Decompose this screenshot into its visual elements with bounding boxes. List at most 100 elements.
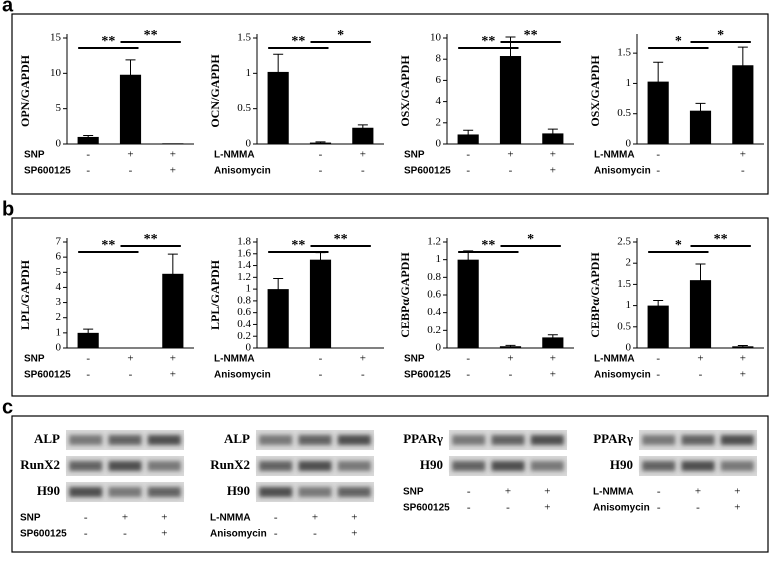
blot-band	[337, 461, 371, 471]
condition-sign: +	[740, 149, 746, 161]
condition-sign: -	[656, 369, 660, 381]
condition-label: SNP	[24, 354, 45, 365]
blot-band	[681, 435, 715, 445]
panel-frame	[11, 217, 769, 397]
bar	[309, 259, 332, 348]
condition-label: L-NMMA	[214, 150, 255, 161]
panel-frame	[11, 415, 769, 553]
significance-label: *	[527, 232, 534, 247]
y-axis-label: CEBPα/GAPDH	[588, 252, 602, 338]
condition-sign: +	[170, 165, 176, 177]
band-label: RunX2	[210, 457, 250, 472]
condition-sign: +	[127, 353, 133, 365]
significance-label: **	[101, 238, 115, 253]
bar	[267, 289, 289, 348]
condition-label: SNP	[20, 513, 41, 524]
error-bar	[125, 59, 136, 91]
condition-label: SP600125	[20, 529, 67, 540]
y-tick-label: 0	[246, 138, 252, 150]
significance-label: **	[101, 34, 115, 49]
significance-label: **	[144, 28, 158, 43]
panel-label: c	[2, 396, 13, 418]
y-axis-label: LPL/GAPDH	[18, 259, 32, 330]
condition-sign: +	[734, 486, 740, 498]
y-tick-label: 0.5	[617, 320, 631, 332]
bar	[689, 280, 712, 348]
condition-label: SP600125	[404, 166, 451, 177]
error-bar	[167, 253, 178, 294]
y-tick-label: 1.2	[237, 271, 251, 283]
blot-band	[491, 435, 525, 445]
error-bar	[357, 124, 368, 132]
condition-sign: -	[657, 486, 661, 498]
y-tick-label: 1.5	[617, 47, 631, 59]
significance-label: *	[717, 28, 724, 43]
significance-label: **	[481, 238, 495, 253]
error-bar	[463, 129, 474, 140]
significance-label: **	[291, 34, 305, 49]
band-label: ALP	[34, 431, 60, 446]
condition-label: L-NMMA	[594, 354, 635, 365]
error-bar	[273, 278, 284, 301]
y-tick-label: 15	[50, 32, 62, 44]
blot-band	[259, 461, 293, 471]
condition-sign: +	[695, 486, 701, 498]
y-tick-label: 0.2	[427, 324, 441, 336]
y-tick-label: 1	[246, 283, 252, 295]
error-bar	[83, 135, 94, 139]
y-tick-label: 1	[626, 77, 632, 89]
condition-sign: +	[550, 165, 556, 177]
condition-sign: +	[505, 486, 511, 498]
y-axis-label: OCN/GAPDH	[208, 54, 222, 128]
y-tick-label: 0	[626, 342, 632, 354]
condition-sign: -	[84, 512, 88, 524]
error-bar	[463, 250, 474, 269]
condition-label: SP600125	[24, 370, 71, 381]
significance-label: **	[714, 232, 728, 247]
condition-sign: +	[170, 149, 176, 161]
condition-sign: -	[656, 149, 660, 161]
condition-sign: -	[86, 369, 90, 381]
condition-label: L-NMMA	[214, 354, 255, 365]
y-tick-label: 1.5	[617, 278, 631, 290]
condition-sign: +	[734, 502, 740, 514]
error-bar	[653, 61, 664, 102]
y-tick-label: 2	[626, 257, 632, 269]
significance-label: **	[291, 238, 305, 253]
condition-label: L-NMMA	[593, 487, 634, 498]
condition-sign: +	[161, 512, 167, 524]
condition-sign: +	[351, 512, 357, 524]
blot-band	[642, 435, 676, 445]
condition-label: SP600125	[24, 166, 71, 177]
condition-label: SP600125	[404, 370, 451, 381]
band-label: ALP	[224, 431, 250, 446]
band-label: H90	[420, 457, 443, 472]
y-tick-label: 1	[246, 67, 252, 79]
bar	[499, 56, 522, 144]
bar	[542, 133, 564, 144]
blot-band	[108, 461, 142, 471]
blot-band	[69, 435, 103, 445]
condition-label: Anisomycin	[594, 166, 651, 177]
condition-sign: -	[466, 353, 470, 365]
condition-sign: +	[360, 353, 366, 365]
y-axis-label: OSX/GAPDH	[398, 55, 412, 127]
y-tick-label: 0.4	[427, 306, 441, 318]
condition-sign: -	[129, 369, 133, 381]
y-axis-label: OPN/GAPDH	[18, 54, 32, 127]
error-bar	[273, 53, 284, 91]
bar	[267, 71, 289, 144]
condition-sign: -	[129, 165, 133, 177]
y-tick-label: 5	[56, 102, 62, 114]
y-tick-label: 1.4	[237, 259, 251, 271]
y-tick-label: 0	[246, 342, 252, 354]
condition-label: SP600125	[403, 503, 450, 514]
y-tick-label: 0	[436, 138, 442, 150]
condition-sign: -	[656, 165, 660, 177]
blot-band	[337, 435, 371, 445]
blot-band	[452, 461, 486, 471]
y-tick-label: 0	[56, 138, 62, 150]
y-tick-label: 0.8	[237, 294, 251, 306]
condition-sign: +	[544, 502, 550, 514]
